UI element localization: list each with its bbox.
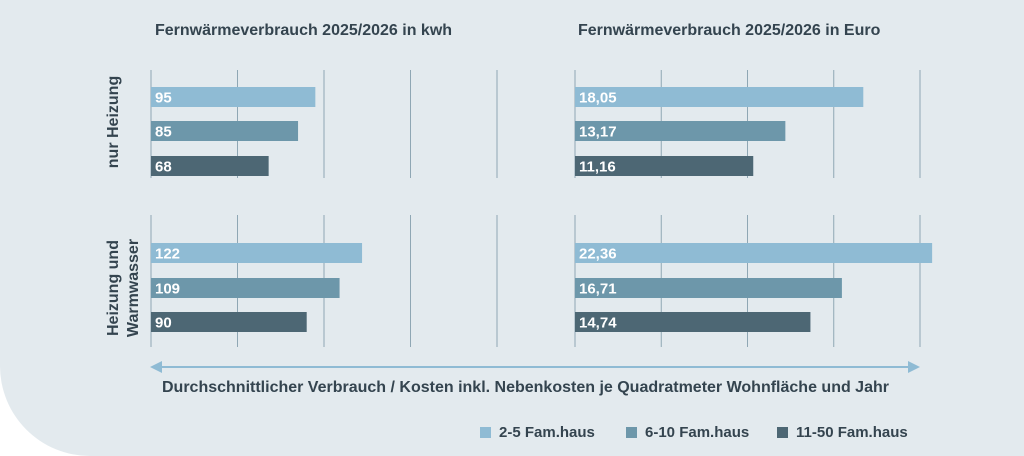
bar-label-euro-heizung-2: 13,17 [579, 124, 617, 141]
chart-title-kwh: Fernwärmeverbrauch 2025/2026 in kwh [155, 22, 453, 39]
bar-kwh-warmwasser-2 [151, 278, 340, 298]
bar-label-euro-warmwasser-3: 14,74 [579, 315, 617, 332]
legend-swatch [480, 427, 491, 438]
bar-euro-heizung-1 [575, 87, 864, 107]
chart-title-euro: Fernwärmeverbrauch 2025/2026 in Euro [578, 22, 881, 39]
bar-label-euro-heizung-1: 18,05 [579, 90, 617, 107]
bar-label-euro-warmwasser-2: 16,71 [579, 281, 617, 298]
legend-label: 11-50 Fam.haus [796, 424, 908, 441]
legend-label: 6-10 Fam.haus [645, 424, 750, 441]
bar-label-euro-heizung-3: 11,16 [579, 159, 616, 176]
bar-label-kwh-warmwasser-2: 109 [155, 281, 180, 298]
bar-kwh-heizung-2 [151, 121, 299, 141]
bar-euro-warmwasser-2 [575, 278, 842, 298]
bar-label-euro-warmwasser-1: 22,36 [579, 246, 617, 263]
bar-kwh-warmwasser-3 [151, 312, 307, 332]
bar-euro-warmwasser-3 [575, 312, 811, 332]
bar-kwh-heizung-3 [151, 156, 269, 176]
bar-kwh-heizung-1 [151, 87, 316, 107]
bar-label-kwh-heizung-3: 68 [155, 159, 172, 176]
bar-kwh-warmwasser-1 [151, 243, 363, 263]
bar-euro-heizung-3 [575, 156, 754, 176]
bar-label-kwh-heizung-2: 85 [155, 124, 172, 141]
legend-swatch [626, 427, 637, 438]
bar-label-kwh-heizung-1: 95 [155, 90, 172, 107]
bar-label-kwh-warmwasser-1: 122 [155, 246, 180, 263]
axis-caption: Durchschnittlicher Verbrauch / Kosten in… [162, 379, 889, 396]
legend-item-11-50: 11-50 Fam.haus [777, 424, 908, 441]
bar-euro-warmwasser-1 [575, 243, 933, 263]
bar-euro-heizung-2 [575, 121, 786, 141]
arrow-right-icon [908, 361, 920, 373]
legend-item-2-5: 2-5 Fam.haus [480, 424, 595, 441]
legend-item-6-10: 6-10 Fam.haus [626, 424, 749, 441]
bar-label-kwh-warmwasser-3: 90 [155, 315, 172, 332]
arrow-left-icon [150, 361, 162, 373]
legend-label: 2-5 Fam.haus [499, 424, 595, 441]
legend-swatch [777, 427, 788, 438]
